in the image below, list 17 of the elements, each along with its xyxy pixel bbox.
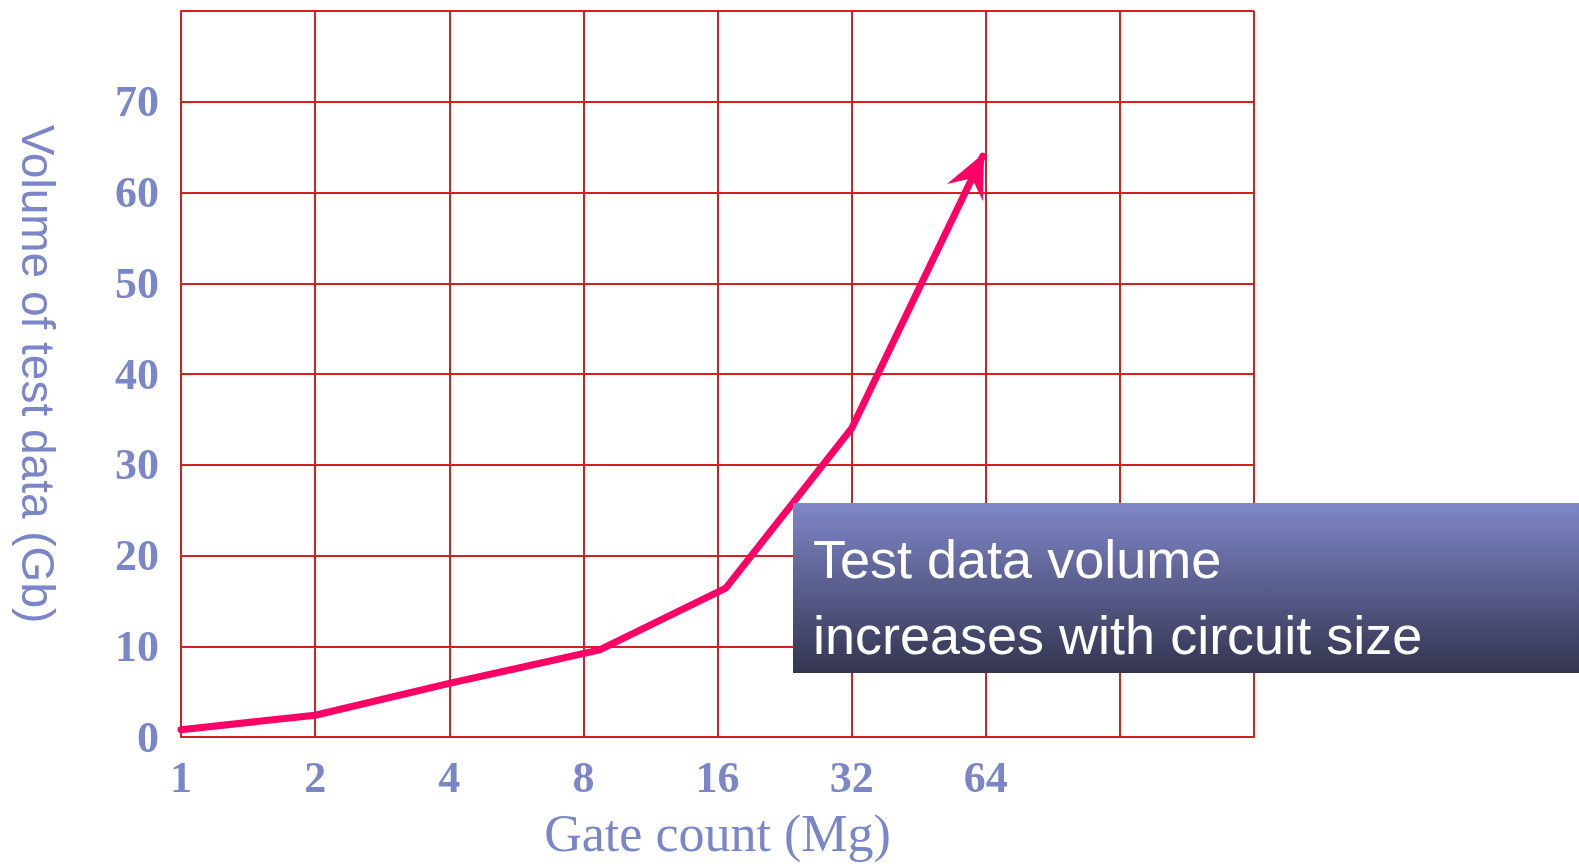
x-tick-label: 2 xyxy=(304,752,327,802)
y-tick-label: 10 xyxy=(115,621,159,671)
y-tick-label: 40 xyxy=(115,349,159,399)
x-tick-label: 64 xyxy=(963,752,1008,802)
y-tick-label: 50 xyxy=(115,258,159,308)
y-axis-title: Volume of test data (Gb) xyxy=(12,124,64,624)
x-tick-label: 16 xyxy=(695,752,740,802)
y-tick-label: 20 xyxy=(115,531,159,580)
x-tick-label: 1 xyxy=(170,752,192,802)
y-tick-label: 60 xyxy=(115,168,159,217)
x-axis-title: Gate count (Mg) xyxy=(544,804,891,863)
y-tick-label: 30 xyxy=(115,440,159,490)
x-tick-label: 4 xyxy=(438,752,461,802)
y-tick-label: 0 xyxy=(137,712,159,762)
x-tick-label: 32 xyxy=(829,752,874,802)
y-tick-label: 70 xyxy=(115,77,159,127)
x-tick-label: 8 xyxy=(572,752,595,802)
